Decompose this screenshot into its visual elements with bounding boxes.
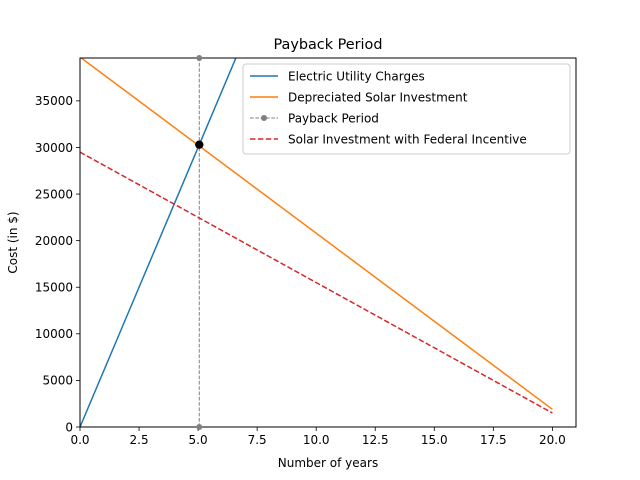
x-tick-label: 17.5 — [480, 433, 507, 447]
x-tick-label: 20.0 — [539, 433, 566, 447]
series-line-electric-utility-charges — [80, 58, 237, 427]
x-tick-label: 12.5 — [362, 433, 389, 447]
y-tick-label: 15000 — [35, 281, 73, 295]
legend-label-electric-utility-charges: Electric Utility Charges — [288, 69, 425, 83]
plot-area — [80, 58, 553, 427]
y-tick-label: 35000 — [35, 94, 73, 108]
y-tick-label: 30000 — [35, 141, 73, 155]
x-axis: 0.0 2.5 5.0 7.5 10.0 12.5 15.0 17.5 20.0 — [70, 427, 566, 447]
intersection-point — [195, 140, 204, 149]
legend-label-solar-investment-with-federal-incentive: Solar Investment with Federal Incentive — [288, 132, 527, 146]
x-axis-label: Number of years — [278, 456, 378, 470]
y-tick-label: 25000 — [35, 187, 73, 201]
y-tick-label: 10000 — [35, 327, 73, 341]
y-axis: 0 5000 10000 15000 20000 25000 30000 35000 — [35, 94, 80, 434]
legend: Electric Utility Charges Depreciated Sola… — [242, 63, 571, 155]
x-tick-label: 10.0 — [303, 433, 330, 447]
x-tick-label: 15.0 — [421, 433, 448, 447]
legend-box — [242, 63, 571, 155]
series-marker-payback-period — [196, 424, 203, 430]
legend-label-payback-period: Payback Period — [288, 111, 379, 125]
legend-label-depreciated-solar-investment: Depreciated Solar Investment — [288, 90, 468, 104]
series-line-depreciated-solar-investment — [80, 58, 553, 410]
y-axis-label: Cost (in $) — [6, 211, 20, 273]
legend-marker-payback-period — [261, 115, 267, 121]
series-line-solar-investment-with-federal-incentive — [80, 151, 553, 414]
plot-frame — [79, 57, 577, 428]
chart-title: Payback Period — [273, 37, 382, 53]
x-tick-label: 2.5 — [130, 433, 149, 447]
x-tick-label: 5.0 — [189, 433, 208, 447]
y-tick-label: 5000 — [42, 374, 73, 388]
y-tick-label: 0 — [65, 420, 73, 434]
y-tick-label: 20000 — [35, 234, 73, 248]
series-marker-payback-period — [196, 55, 203, 61]
x-tick-label: 7.5 — [248, 433, 267, 447]
x-tick-label: 0.0 — [70, 433, 89, 447]
